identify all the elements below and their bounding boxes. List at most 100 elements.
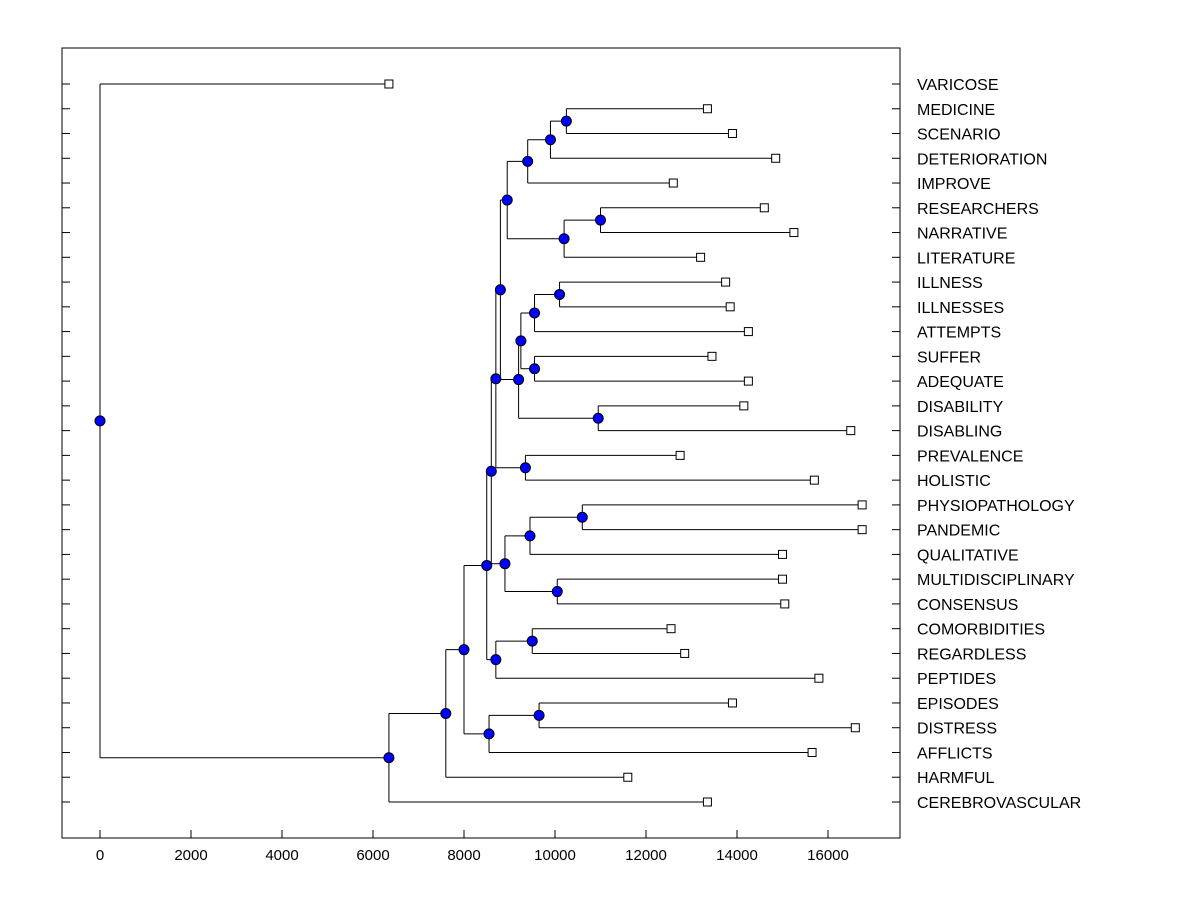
leaf-markers: [384, 79, 867, 807]
leaf-label: ATTEMPTS: [917, 325, 1001, 342]
leaf-label: REGARDLESS: [917, 646, 1026, 663]
leaf-label: DISTRESS: [917, 721, 997, 738]
leaf-label: ILLNESSES: [917, 300, 1004, 317]
x-tick-label: 16000: [807, 847, 849, 864]
leaf-label: AFFLICTS: [917, 745, 993, 762]
node-marker: [490, 654, 502, 666]
leaf-label: QUALITATIVE: [917, 547, 1019, 564]
node-marker: [554, 288, 566, 300]
leaf-label: NARRATIVE: [917, 226, 1007, 243]
node-marker: [481, 559, 493, 571]
node-marker: [551, 586, 563, 598]
leaf-marker: [727, 129, 737, 139]
leaf-label: RESEARCHERS: [917, 201, 1039, 218]
leaf-marker: [780, 599, 790, 609]
x-axis: 0 2000 4000 6000 8000 10000 12000 14000 16000: [96, 830, 849, 864]
leaf-label: DISABLING: [917, 424, 1002, 441]
leaf-label: PHYSIOPATHOLOGY: [917, 498, 1075, 515]
node-marker: [529, 307, 541, 319]
node-marker: [529, 363, 541, 375]
node-marker: [544, 134, 556, 146]
leaf-marker: [771, 153, 781, 163]
leaf-marker: [857, 525, 867, 535]
leaf-marker: [384, 79, 394, 89]
leaf-label: PEPTIDES: [917, 671, 996, 688]
leaf-marker: [846, 426, 856, 436]
node-marker: [485, 465, 497, 477]
leaf-label: SUFFER: [917, 349, 981, 366]
leaf-marker: [807, 747, 817, 757]
leaf-label: COMORBIDITIES: [917, 622, 1045, 639]
node-marker: [490, 373, 502, 385]
leaf-marker: [778, 574, 787, 584]
leaf-label: PREVALENCE: [917, 448, 1023, 465]
leaf-label: PANDEMIC: [917, 523, 1000, 540]
leaf-marker: [668, 178, 678, 188]
node-marker: [440, 707, 452, 719]
leaf-marker: [778, 549, 787, 559]
leaf-marker: [789, 228, 799, 238]
leaf-label: IMPROVE: [917, 176, 991, 193]
node-marker: [560, 115, 572, 127]
x-tick-label: 12000: [625, 847, 667, 864]
leaf-label: SCENARIO: [917, 127, 1001, 144]
x-tick-label: 0: [96, 847, 104, 864]
leaf-marker: [743, 376, 753, 386]
leaf-marker: [743, 327, 753, 337]
leaf-marker: [675, 450, 685, 460]
node-marker: [592, 412, 604, 424]
leaf-marker: [666, 624, 676, 634]
node-marker: [383, 752, 395, 764]
leaf-marker: [725, 302, 735, 312]
node-marker: [94, 415, 106, 427]
leaf-label: HARMFUL: [917, 770, 994, 787]
x-tick-label: 6000: [356, 847, 389, 864]
leaf-marker: [809, 475, 819, 485]
node-markers: [94, 115, 606, 764]
x-tick-label: 4000: [265, 847, 298, 864]
leaf-label: ADEQUATE: [917, 374, 1004, 391]
leaf-label: MULTIDISCIPLINARY: [917, 572, 1075, 589]
leaf-marker: [727, 698, 737, 708]
leaf-marker: [759, 203, 769, 213]
leaf-label: CONSENSUS: [917, 597, 1018, 614]
node-marker: [519, 462, 531, 474]
node-marker: [501, 194, 513, 206]
node-marker: [499, 558, 511, 570]
leaf-label: ILLNESS: [917, 275, 983, 292]
leaf-label: DETERIORATION: [917, 151, 1047, 168]
left-tick-marks: [62, 83, 70, 803]
leaf-label: HOLISTIC: [917, 473, 991, 490]
leaf-marker: [702, 797, 712, 807]
node-marker: [458, 644, 470, 656]
leaf-marker: [850, 723, 860, 733]
leaf-marker: [696, 252, 706, 262]
leaf-label: DISABILITY: [917, 399, 1004, 416]
plot-frame: [61, 47, 901, 839]
right-tick-marks: [892, 83, 900, 803]
x-tick-label: 10000: [534, 847, 576, 864]
leaf-label: CEREBROVASCULAR: [917, 795, 1081, 812]
leaf-marker: [680, 648, 690, 658]
node-marker: [558, 233, 570, 245]
leaf-labels: VARICOSE MEDICINE SCENARIO DETERIORATION IMP…: [917, 77, 1081, 812]
node-marker: [522, 155, 534, 167]
leaf-marker: [721, 277, 731, 287]
node-marker: [533, 709, 545, 721]
x-tick-label: 2000: [174, 847, 207, 864]
leaf-label: EPISODES: [917, 696, 999, 713]
leaf-marker: [739, 401, 749, 411]
leaf-marker: [857, 500, 867, 510]
node-marker: [576, 511, 588, 523]
node-marker: [513, 374, 525, 386]
node-marker: [494, 284, 506, 296]
leaf-marker: [707, 351, 717, 361]
leaf-label: VARICOSE: [917, 77, 999, 94]
leaf-label: MEDICINE: [917, 102, 995, 119]
node-marker: [515, 335, 527, 347]
node-marker: [595, 214, 606, 226]
node-marker: [524, 530, 536, 542]
leaf-marker: [623, 772, 633, 782]
leaf-marker: [702, 104, 712, 114]
